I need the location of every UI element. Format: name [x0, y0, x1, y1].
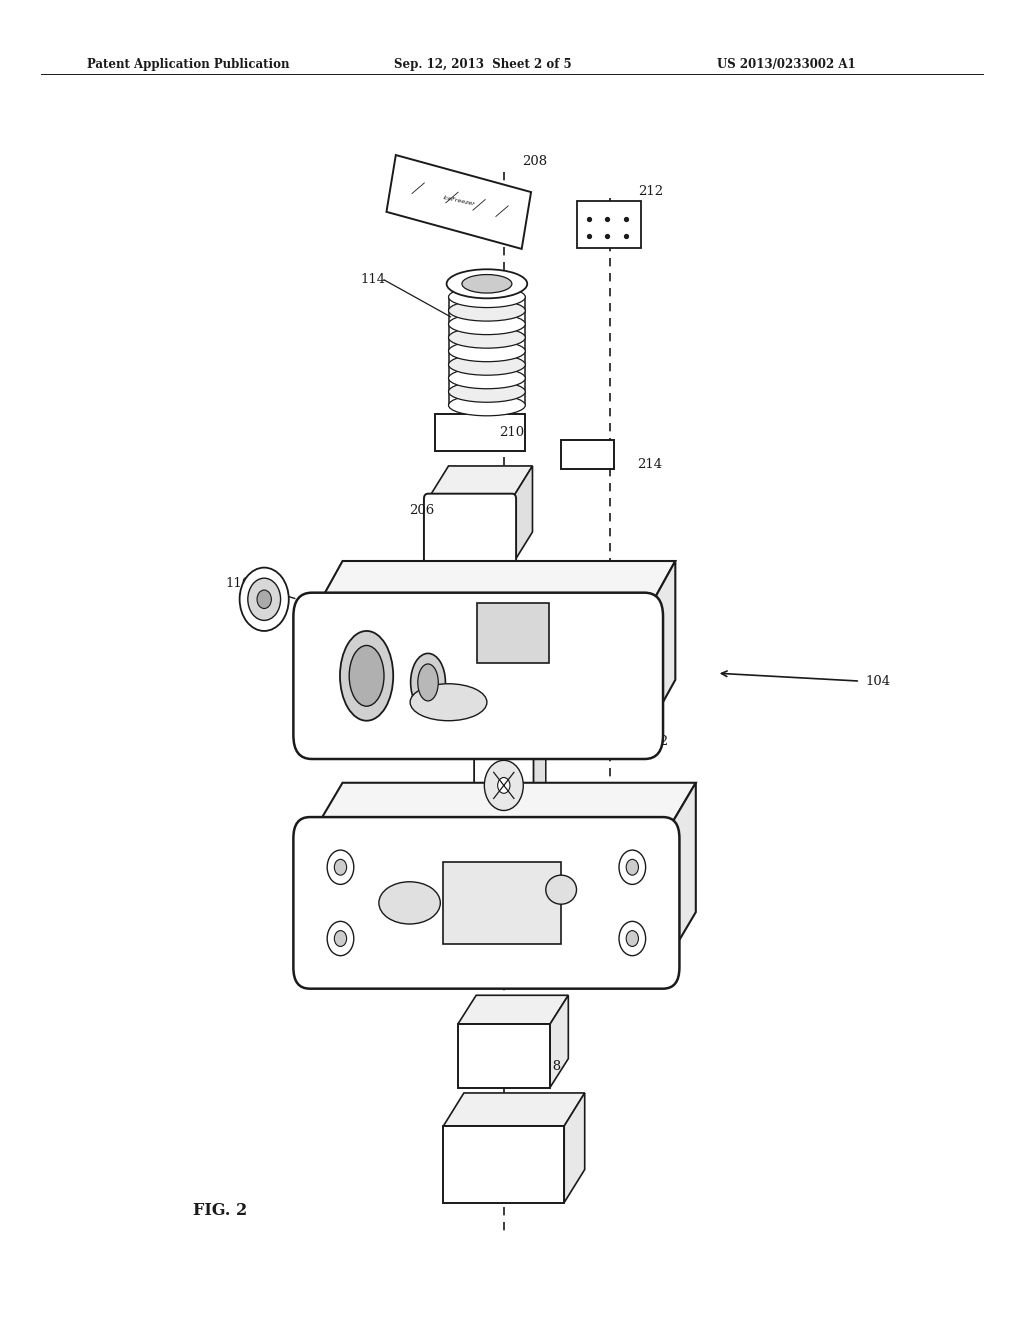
Ellipse shape [418, 664, 438, 701]
Text: US 2013/0233002 A1: US 2013/0233002 A1 [717, 58, 855, 71]
FancyBboxPatch shape [477, 603, 549, 663]
Ellipse shape [449, 327, 525, 348]
Polygon shape [664, 783, 696, 968]
Polygon shape [478, 726, 546, 752]
Polygon shape [550, 995, 568, 1088]
Polygon shape [564, 1093, 585, 1203]
Bar [435, 414, 525, 451]
Ellipse shape [449, 395, 525, 416]
Ellipse shape [449, 341, 525, 362]
Polygon shape [529, 726, 546, 818]
Ellipse shape [449, 314, 525, 335]
Text: IceFreezer: IceFreezer [442, 195, 475, 206]
Text: 202: 202 [643, 661, 669, 675]
Circle shape [618, 921, 645, 956]
Text: Patent Application Publication: Patent Application Publication [87, 58, 290, 71]
Ellipse shape [340, 631, 393, 721]
Circle shape [334, 931, 346, 946]
Text: 210: 210 [499, 426, 524, 440]
Ellipse shape [462, 275, 512, 293]
Ellipse shape [546, 875, 577, 904]
Ellipse shape [410, 684, 487, 721]
Ellipse shape [449, 300, 525, 321]
Bar [443, 862, 561, 944]
Bar [577, 201, 641, 248]
Text: FIG. 2: FIG. 2 [194, 1203, 247, 1218]
Ellipse shape [379, 882, 440, 924]
Text: 218: 218 [537, 1060, 562, 1073]
FancyBboxPatch shape [293, 593, 664, 759]
Text: 104: 104 [865, 675, 891, 688]
Text: 114: 114 [360, 273, 386, 286]
Polygon shape [645, 561, 676, 735]
Text: 208: 208 [522, 154, 548, 168]
Text: 212: 212 [638, 185, 664, 198]
Polygon shape [512, 466, 532, 565]
Ellipse shape [449, 368, 525, 388]
Polygon shape [311, 561, 676, 616]
Text: 216: 216 [537, 801, 562, 814]
Text: 214: 214 [637, 458, 663, 471]
Text: Sep. 12, 2013  Sheet 2 of 5: Sep. 12, 2013 Sheet 2 of 5 [394, 58, 571, 71]
FancyBboxPatch shape [474, 747, 534, 824]
Circle shape [626, 931, 639, 946]
Text: 205: 205 [537, 639, 562, 652]
Text: 116: 116 [225, 577, 251, 590]
Ellipse shape [449, 286, 525, 308]
Polygon shape [386, 154, 531, 249]
Circle shape [626, 859, 639, 875]
FancyBboxPatch shape [293, 817, 680, 989]
Circle shape [248, 578, 281, 620]
Circle shape [328, 921, 354, 956]
Bar [561, 440, 614, 469]
Text: 204: 204 [643, 912, 669, 925]
Circle shape [484, 760, 523, 810]
Polygon shape [428, 466, 532, 499]
Circle shape [618, 850, 645, 884]
Text: 206: 206 [410, 504, 435, 517]
Circle shape [498, 777, 510, 793]
Circle shape [328, 850, 354, 884]
Ellipse shape [449, 381, 525, 403]
Text: 224: 224 [350, 624, 376, 638]
Polygon shape [309, 783, 696, 838]
Text: 222: 222 [643, 735, 669, 748]
Bar [458, 1024, 550, 1088]
Circle shape [240, 568, 289, 631]
Polygon shape [443, 1093, 585, 1126]
Text: 118: 118 [307, 735, 333, 748]
Bar [443, 1126, 564, 1203]
Polygon shape [458, 995, 568, 1024]
Circle shape [257, 590, 271, 609]
Ellipse shape [411, 653, 445, 711]
Ellipse shape [349, 645, 384, 706]
Ellipse shape [449, 354, 525, 375]
FancyBboxPatch shape [424, 494, 516, 570]
Ellipse shape [446, 269, 527, 298]
Text: 220: 220 [537, 1184, 562, 1197]
Circle shape [334, 859, 346, 875]
